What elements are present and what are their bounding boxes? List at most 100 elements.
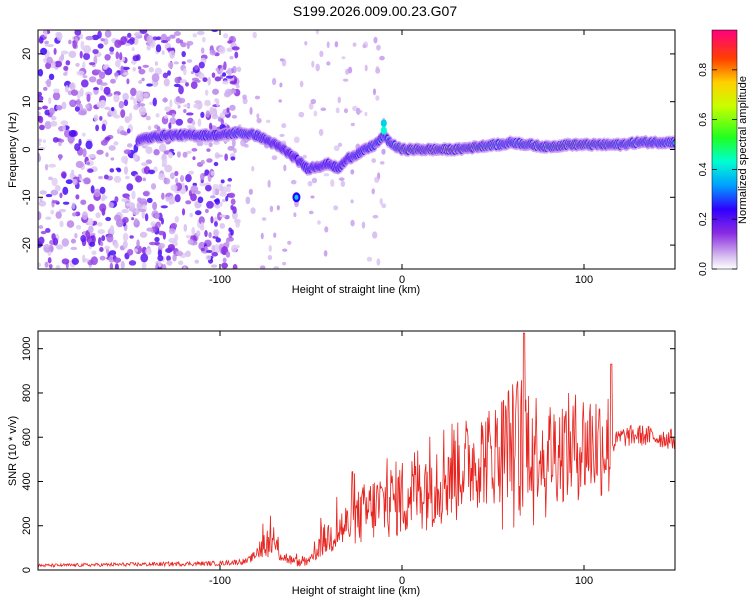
heatmap-noise-blob	[71, 257, 79, 265]
heatmap-noise-blob	[108, 202, 115, 208]
heatmap-noise-blob	[120, 65, 124, 74]
heatmap-noise-blob	[163, 115, 169, 119]
heatmap-noise-blob	[44, 109, 51, 116]
heatmap-noise-blob	[235, 84, 240, 89]
heatmap-noise-blob	[208, 122, 213, 131]
heatmap-noise-blob	[120, 109, 126, 118]
heatmap-noise-blob	[79, 87, 84, 97]
heatmap-noise-blob	[48, 176, 53, 181]
heatmap-noise-blob	[345, 68, 350, 75]
heatmap-noise-blob	[206, 249, 213, 253]
heatmap-noise-blob	[215, 154, 224, 158]
heatmap-noise-blob	[38, 236, 45, 245]
heatmap-noise-blob	[158, 242, 166, 249]
heatmap-noise-blob	[131, 190, 136, 200]
heatmap-noise-blob	[267, 179, 271, 188]
heatmap-noise-blob	[126, 183, 134, 191]
heatmap-noise-blob	[350, 219, 355, 227]
heatmap-noise-blob	[99, 115, 103, 121]
heatmap-noise-blob	[93, 188, 101, 198]
heatmap-noise-blob	[83, 52, 91, 61]
heatmap-noise-blob	[169, 49, 176, 59]
heatmap-noise-blob	[191, 147, 198, 152]
heatmap-noise-blob	[181, 208, 186, 216]
heatmap-noise-blob	[58, 154, 62, 161]
heatmap-noise-blob	[142, 191, 150, 197]
heatmap-noise-blob	[181, 50, 186, 58]
heatmap-ridge-layer	[135, 119, 675, 203]
heatmap-noise-blob	[174, 194, 181, 203]
heatmap-noise-blob	[142, 177, 146, 182]
heatmap-noise-blob	[187, 117, 194, 124]
heatmap-noise-blob	[153, 149, 160, 156]
heatmap-noise-blob	[183, 223, 188, 232]
heatmap-noise-blob	[167, 152, 173, 159]
heatmap-noise-blob	[122, 216, 129, 224]
heatmap-noise-blob	[194, 64, 199, 71]
heatmap-noise-blob	[123, 166, 129, 175]
heatmap-noise-blob	[124, 116, 131, 124]
heatmap-noise-blob	[160, 40, 169, 44]
heatmap-noise-blob	[42, 139, 47, 144]
heatmap-noise-blob	[78, 138, 82, 146]
heatmap-noise-blob	[192, 156, 196, 161]
heatmap-noise-blob	[110, 78, 116, 84]
heatmap-noise-blob	[172, 253, 177, 262]
heatmap-noise-blob	[210, 216, 214, 224]
heatmap-noise-blob	[169, 99, 173, 108]
heatmap-noise-blob	[116, 168, 122, 173]
heatmap-noise-blob	[82, 254, 86, 263]
heatmap-noise-blob	[361, 221, 366, 229]
heatmap-noise-blob	[99, 186, 106, 194]
heatmap-noise-blob	[38, 200, 47, 207]
figure-title: S199.2026.009.00.23.G07	[293, 3, 457, 19]
heatmap-noise-blob	[211, 251, 219, 257]
heatmap-noise-blob	[39, 190, 47, 195]
heatmap-noise-blob	[74, 30, 82, 36]
heatmap-noise-blob	[152, 201, 158, 211]
heatmap-noise-blob	[211, 113, 219, 120]
heatmap-noise-blob	[164, 164, 173, 173]
heatmap-noise-blob	[138, 106, 147, 116]
snr-x-label: Height of straight line (km)	[292, 585, 420, 597]
heatmap-noise-blob	[371, 158, 377, 163]
heatmap-noise-blob	[139, 231, 148, 238]
heatmap-noise-blob	[80, 40, 85, 50]
heatmap-noise-blob	[85, 104, 90, 109]
heatmap-noise-blob	[183, 109, 187, 114]
heatmap-noise-blob	[94, 69, 102, 74]
heatmap-noise-blob	[78, 110, 87, 116]
heatmap-noise-blob	[38, 36, 44, 44]
heatmap-noise-blob	[113, 242, 119, 249]
heatmap-noise-blob	[113, 114, 121, 119]
colorbar-tick-label: 0.2	[698, 212, 709, 226]
heatmap-noise-blob	[251, 165, 255, 172]
heatmap-noise-blob	[198, 216, 205, 225]
heatmap-noise-blob	[40, 230, 47, 235]
heatmap-noise-blob	[142, 64, 150, 68]
heatmap-noise-blob	[169, 117, 177, 125]
heatmap-noise-blob	[82, 148, 87, 158]
snr-y-tick-label: 1000	[21, 336, 33, 360]
heatmap-noise-blob	[194, 79, 201, 83]
heatmap-noise-blob	[223, 33, 229, 39]
heatmap-noise-blob	[103, 86, 111, 95]
heatmap-noise-blob	[154, 213, 160, 219]
heatmap-noise-blob	[99, 246, 104, 253]
heatmap-noise-blob	[46, 56, 53, 64]
heatmap-noise-blob	[88, 154, 96, 158]
heatmap-noise-blob	[108, 250, 117, 256]
heatmap-noise-blob	[85, 35, 94, 41]
heatmap-noise-blob	[99, 255, 106, 261]
heatmap-noise-blob	[55, 264, 61, 269]
heatmap-noise-blob	[167, 61, 174, 69]
heatmap-noise-blob	[86, 161, 91, 165]
heatmap-noise-blob	[350, 122, 355, 127]
heatmap-noise-blob	[350, 199, 354, 204]
heatmap-noise-blob	[229, 104, 236, 111]
heatmap-noise-blob	[113, 141, 119, 146]
snr-y-tick-label: 200	[21, 517, 33, 535]
heatmap-noise-blob	[299, 80, 304, 88]
heatmap-noise-blob	[372, 214, 379, 219]
